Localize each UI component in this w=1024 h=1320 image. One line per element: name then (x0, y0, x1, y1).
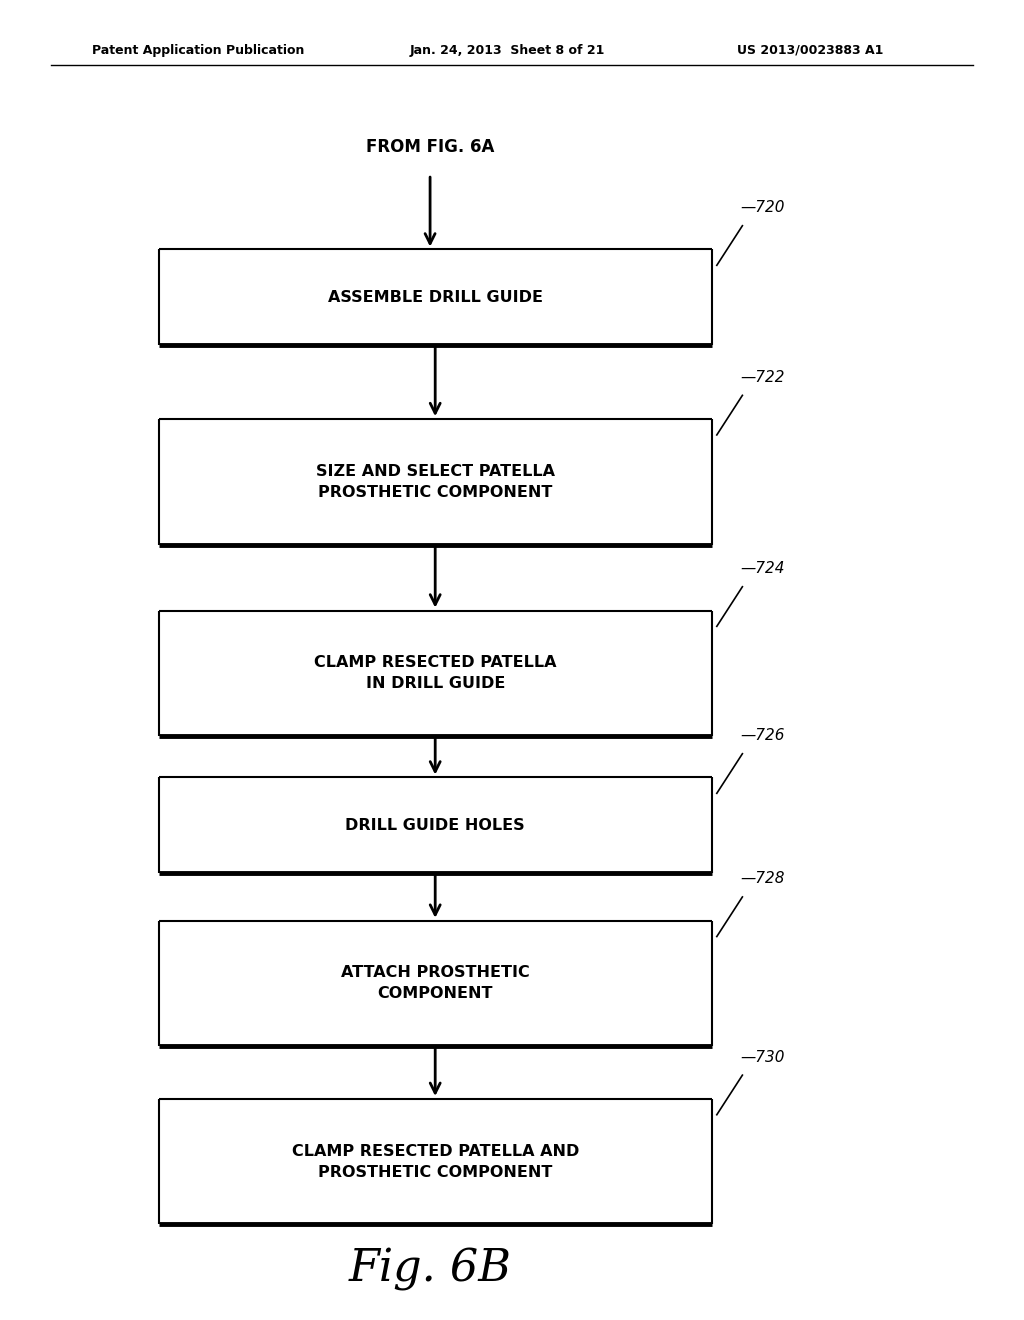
Text: —726: —726 (740, 729, 784, 743)
Text: —720: —720 (740, 201, 784, 215)
Bar (159, 610, 712, 737)
Text: ATTACH PROSTHETIC
COMPONENT: ATTACH PROSTHETIC COMPONENT (341, 965, 529, 1002)
Text: Patent Application Publication: Patent Application Publication (92, 44, 304, 57)
Bar (159, 249, 712, 345)
Bar (159, 1098, 712, 1225)
Text: FROM FIG. 6A: FROM FIG. 6A (366, 137, 495, 156)
Text: Jan. 24, 2013  Sheet 8 of 21: Jan. 24, 2013 Sheet 8 of 21 (410, 44, 605, 57)
Text: Fig. 6B: Fig. 6B (348, 1249, 512, 1291)
Text: US 2013/0023883 A1: US 2013/0023883 A1 (737, 44, 884, 57)
Bar (159, 420, 712, 544)
Bar (159, 921, 712, 1045)
Text: CLAMP RESECTED PATELLA AND
PROSTHETIC COMPONENT: CLAMP RESECTED PATELLA AND PROSTHETIC CO… (292, 1143, 579, 1180)
Text: —730: —730 (740, 1049, 784, 1064)
Bar (159, 777, 712, 873)
Text: —724: —724 (740, 561, 784, 576)
Text: —722: —722 (740, 370, 784, 385)
Text: ASSEMBLE DRILL GUIDE: ASSEMBLE DRILL GUIDE (328, 289, 543, 305)
Text: CLAMP RESECTED PATELLA
IN DRILL GUIDE: CLAMP RESECTED PATELLA IN DRILL GUIDE (314, 655, 556, 692)
Text: SIZE AND SELECT PATELLA
PROSTHETIC COMPONENT: SIZE AND SELECT PATELLA PROSTHETIC COMPO… (315, 463, 555, 500)
Text: —728: —728 (740, 871, 784, 887)
Text: DRILL GUIDE HOLES: DRILL GUIDE HOLES (345, 817, 525, 833)
